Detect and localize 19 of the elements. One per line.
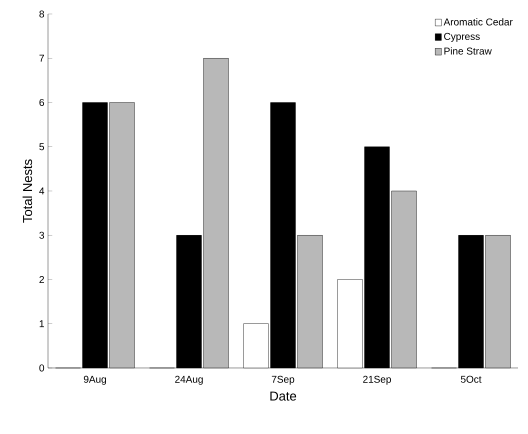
y-axis-title: Total Nests [22,159,32,223]
y-tick-label: 7 [39,54,44,62]
x-tick-label: 5Oct [460,376,482,383]
y-tick-label: 6 [39,98,44,106]
y-tick-label: 0 [39,364,44,372]
legend-label: Cypress [444,32,480,42]
legend-label: Pine Straw [444,47,492,55]
legend-label: Aromatic Cedar [444,18,513,26]
x-tick-label: 9Aug [84,376,106,385]
y-tick-label: 2 [39,276,44,283]
x-axis-title: Date [270,392,296,401]
x-tick-label: 7Sep [272,376,294,385]
y-tick-label: 8 [39,10,44,18]
y-tick-label: 5 [39,143,44,150]
y-tick-label: 1 [40,320,44,328]
y-tick-label: 4 [39,188,44,194]
y-tick-label: 3 [39,232,44,239]
x-tick-label: 21Sep [363,376,391,385]
x-tick-label: 24Aug [175,376,203,385]
